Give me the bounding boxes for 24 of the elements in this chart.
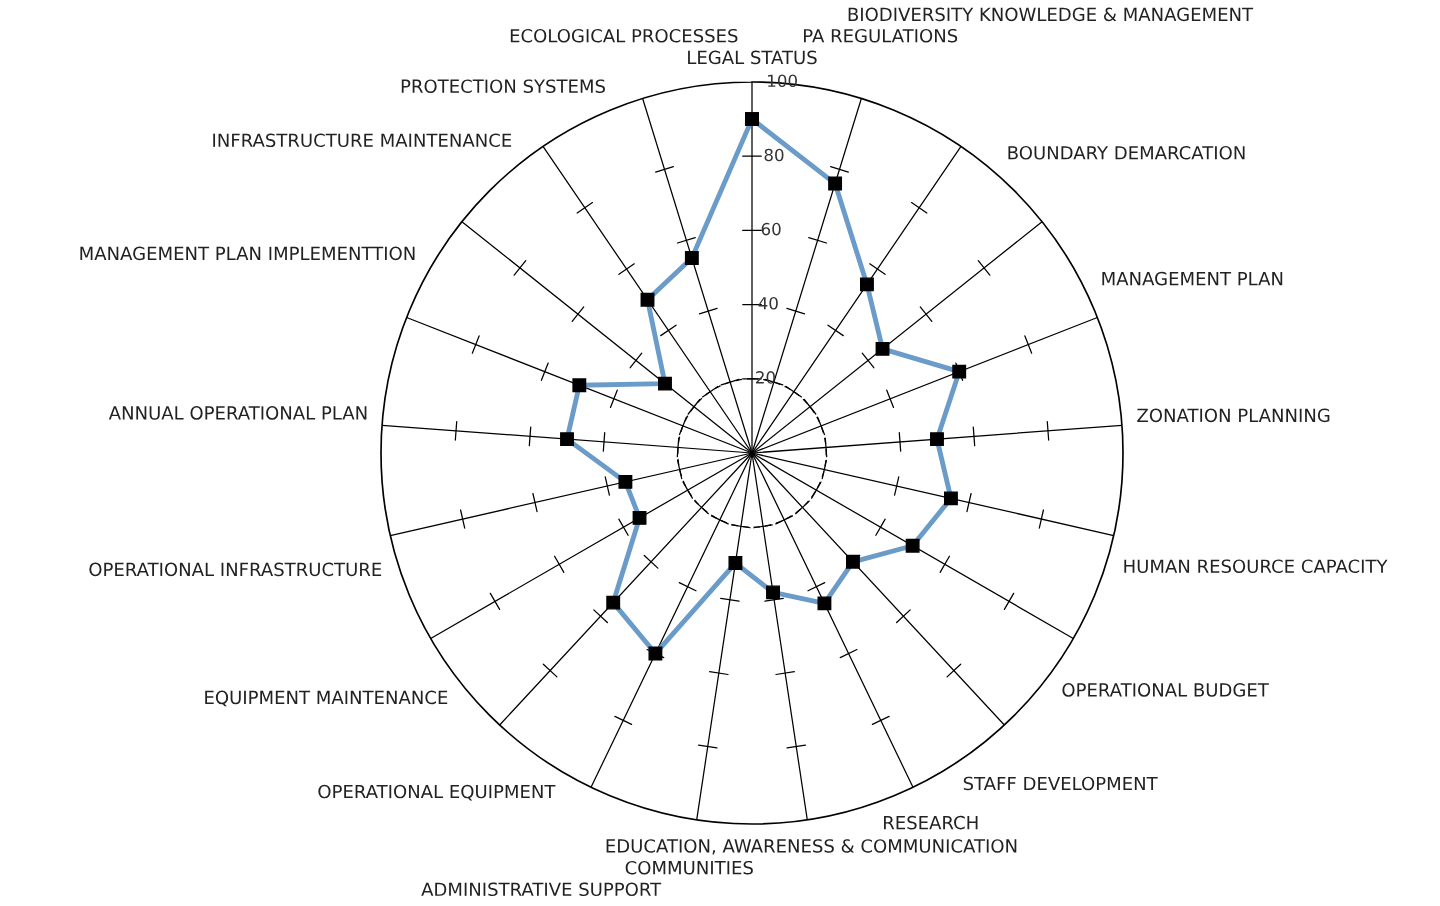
spoke-label: MANAGEMENT PLAN IMPLEMENTTION bbox=[80, 246, 415, 261]
y-tick-label: 80 bbox=[764, 148, 784, 162]
spoke-label: ZONATION PLANNING bbox=[1137, 408, 1330, 423]
spoke-label: INFRASTRUCTURE MAINTENANCE bbox=[213, 133, 512, 148]
spoke-label: PROTECTION SYSTEMS bbox=[401, 79, 605, 94]
spoke-label: LEGAL STATUS bbox=[688, 50, 817, 65]
spoke-label: EQUIPMENT MAINTENANCE bbox=[205, 690, 448, 707]
spoke-label: OPERATIONAL INFRASTRUCTURE bbox=[89, 562, 382, 577]
spoke-label: BIODIVERSITY KNOWLEDGE & MANAGEMENT bbox=[848, 7, 1254, 22]
spoke-label: ANNUAL OPERATIONAL PLAN bbox=[108, 406, 367, 420]
spoke-label: OPERATIONAL BUDGET bbox=[1062, 683, 1269, 697]
spoke-label: EDUCATION, AWARENESS & COMMUNICATION bbox=[606, 839, 1017, 855]
spoke-label: COMMUNITIES bbox=[625, 860, 753, 875]
spoke-label: RESEARCH bbox=[884, 815, 978, 830]
spoke-label: HUMAN RESOURCE CAPACITY bbox=[1124, 559, 1388, 574]
spoke-label: PA REGULATIONS bbox=[804, 28, 958, 43]
spoke-label: ADMINISTRATIVE SUPPORT bbox=[421, 882, 662, 897]
spoke-label: BOUNDARY DEMARCATION bbox=[1008, 145, 1245, 160]
spoke-label: OPERATIONAL EQUIPMENT bbox=[318, 784, 556, 801]
spoke-label: STAFF DEVELOPMENT bbox=[963, 776, 1158, 791]
y-tick-label: 40 bbox=[758, 296, 778, 310]
spoke-label: MANAGEMENT PLAN bbox=[1102, 271, 1283, 286]
spoke-label: ECOLOGICAL PROCESSES bbox=[510, 28, 738, 43]
y-tick-label: 60 bbox=[761, 222, 781, 236]
